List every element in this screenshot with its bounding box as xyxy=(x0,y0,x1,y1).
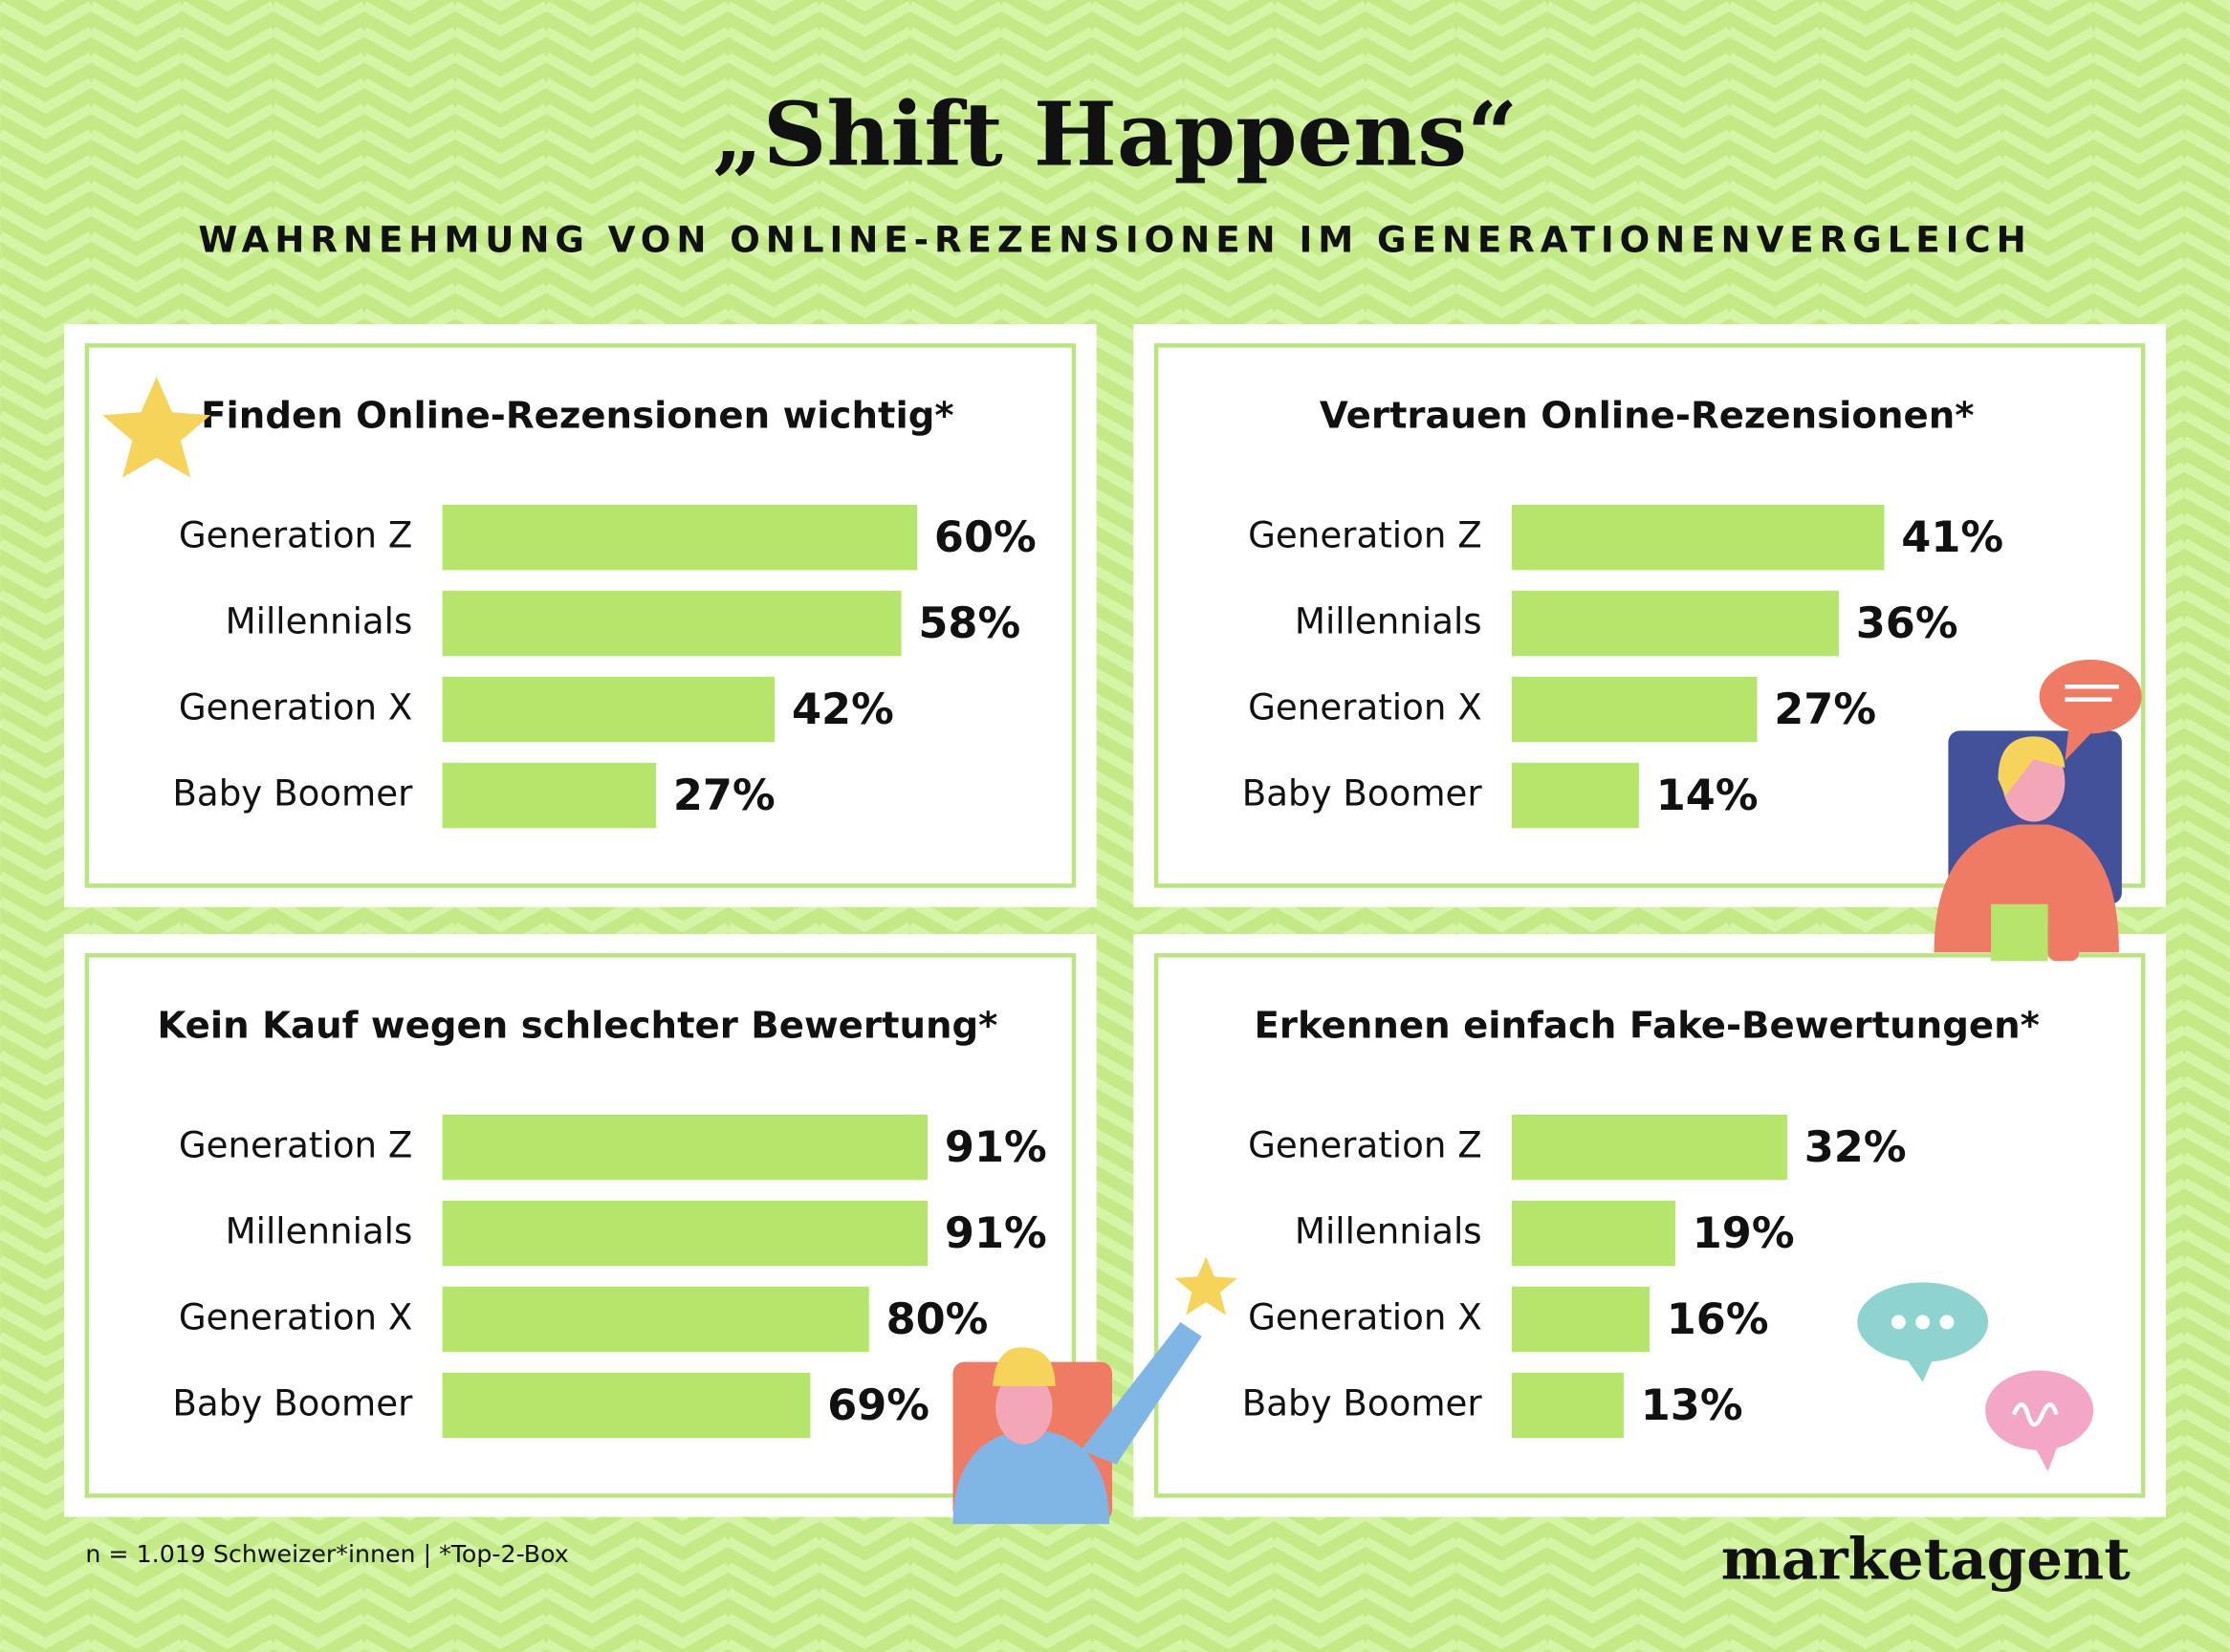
category-label: Generation X xyxy=(179,686,413,728)
logo: marketagent xyxy=(1721,1526,2131,1593)
chart-title: Kein Kauf wegen schlechter Bewertung* xyxy=(157,1005,997,1048)
footnote: n = 1.019 Schweizer*innen | *Top-2-Box xyxy=(85,1540,568,1568)
bar xyxy=(442,590,902,657)
value-label: 19% xyxy=(1693,1208,1795,1258)
category-label: Baby Boomer xyxy=(1242,1381,1483,1424)
panel-border xyxy=(84,343,1077,888)
chart-title: Erkennen einfach Fake-Bewertungen* xyxy=(1254,1005,2039,1048)
category-label: Generation X xyxy=(179,1296,413,1338)
chart-title: Vertrauen Online-Rezensionen* xyxy=(1320,395,1975,438)
speech-bubbles xyxy=(1857,1282,2094,1472)
value-label: 16% xyxy=(1667,1294,1769,1344)
category-label: Millennials xyxy=(226,1210,413,1252)
bar xyxy=(442,504,918,571)
subtitle: WAHRNEHMUNG VON ONLINE-REZENSIONEN IM GE… xyxy=(198,218,2031,260)
category-label: Millennials xyxy=(226,600,413,642)
illustration-man xyxy=(952,1256,1237,1525)
panels: Finden Online-Rezensionen wichtig* Genera… xyxy=(64,324,2166,1517)
bar xyxy=(1511,676,1758,743)
category-label: Generation Z xyxy=(179,514,413,556)
bar xyxy=(442,762,657,829)
bar xyxy=(442,1286,869,1353)
bar xyxy=(1511,1200,1675,1267)
bar xyxy=(1511,1114,1787,1181)
panel-border xyxy=(1153,953,2146,1498)
panel-border xyxy=(1153,343,2146,888)
category-label: Baby Boomer xyxy=(172,1381,413,1424)
value-label: 91% xyxy=(945,1122,1047,1172)
category-label: Millennials xyxy=(1295,600,1482,642)
value-label: 69% xyxy=(827,1380,929,1430)
title: „Shift Happens“ xyxy=(712,81,1518,185)
chart-title: Finden Online-Rezensionen wichtig* xyxy=(201,395,953,438)
category-label: Baby Boomer xyxy=(172,772,413,815)
value-label: 14% xyxy=(1656,771,1759,820)
category-label: Millennials xyxy=(1295,1210,1482,1252)
category-label: Generation X xyxy=(1248,686,1482,728)
value-label: 58% xyxy=(918,598,1020,648)
bar xyxy=(1511,590,1839,657)
value-label: 42% xyxy=(792,685,894,734)
value-label: 13% xyxy=(1641,1380,1743,1430)
bar xyxy=(1511,762,1639,829)
bar xyxy=(1511,1372,1624,1439)
bar xyxy=(1511,1286,1650,1353)
category-label: Baby Boomer xyxy=(1242,772,1483,815)
bar xyxy=(1511,504,1885,571)
category-label: Generation Z xyxy=(179,1124,413,1166)
value-label: 60% xyxy=(934,512,1037,562)
panel-border xyxy=(84,953,1077,1498)
value-label: 80% xyxy=(886,1294,989,1344)
category-label: Generation Z xyxy=(1248,514,1482,556)
value-label: 36% xyxy=(1856,598,1958,648)
value-label: 27% xyxy=(673,771,776,820)
value-label: 32% xyxy=(1804,1122,1907,1172)
bar xyxy=(442,1200,929,1267)
value-label: 41% xyxy=(1901,512,2003,562)
category-label: Generation Z xyxy=(1248,1124,1482,1166)
star-icon xyxy=(102,377,211,478)
illustration-woman xyxy=(1934,660,2142,962)
value-label: 91% xyxy=(945,1208,1047,1258)
bar xyxy=(442,676,776,743)
bar xyxy=(442,1372,811,1439)
value-label: 27% xyxy=(1774,685,1876,734)
category-label: Generation X xyxy=(1248,1296,1482,1338)
bar xyxy=(442,1114,929,1181)
